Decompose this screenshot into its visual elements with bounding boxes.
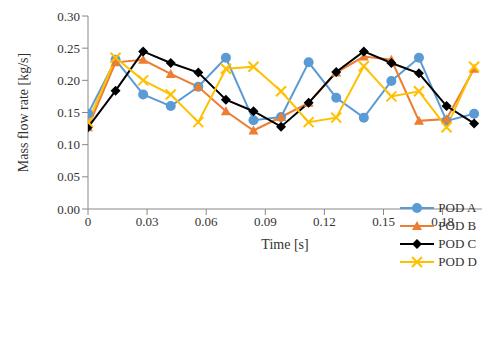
- svg-text:0.03: 0.03: [136, 214, 159, 229]
- svg-text:0.12: 0.12: [313, 214, 336, 229]
- svg-text:0: 0: [85, 214, 92, 229]
- svg-text:Time [s]: Time [s]: [261, 237, 308, 252]
- svg-text:0.18: 0.18: [431, 214, 454, 229]
- svg-text:Mass flow rate [kg/s]: Mass flow rate [kg/s]: [16, 53, 31, 172]
- svg-text:0.15: 0.15: [372, 214, 395, 229]
- svg-text:0.09: 0.09: [254, 214, 277, 229]
- svg-text:0.00: 0.00: [57, 202, 80, 217]
- svg-text:0.15: 0.15: [57, 105, 80, 120]
- svg-text:0.30: 0.30: [57, 9, 80, 24]
- svg-text:0.05: 0.05: [57, 169, 80, 184]
- svg-text:0.10: 0.10: [57, 137, 80, 152]
- svg-text:0.20: 0.20: [57, 73, 80, 88]
- svg-text:0.06: 0.06: [195, 214, 218, 229]
- svg-text:0.25: 0.25: [57, 41, 80, 56]
